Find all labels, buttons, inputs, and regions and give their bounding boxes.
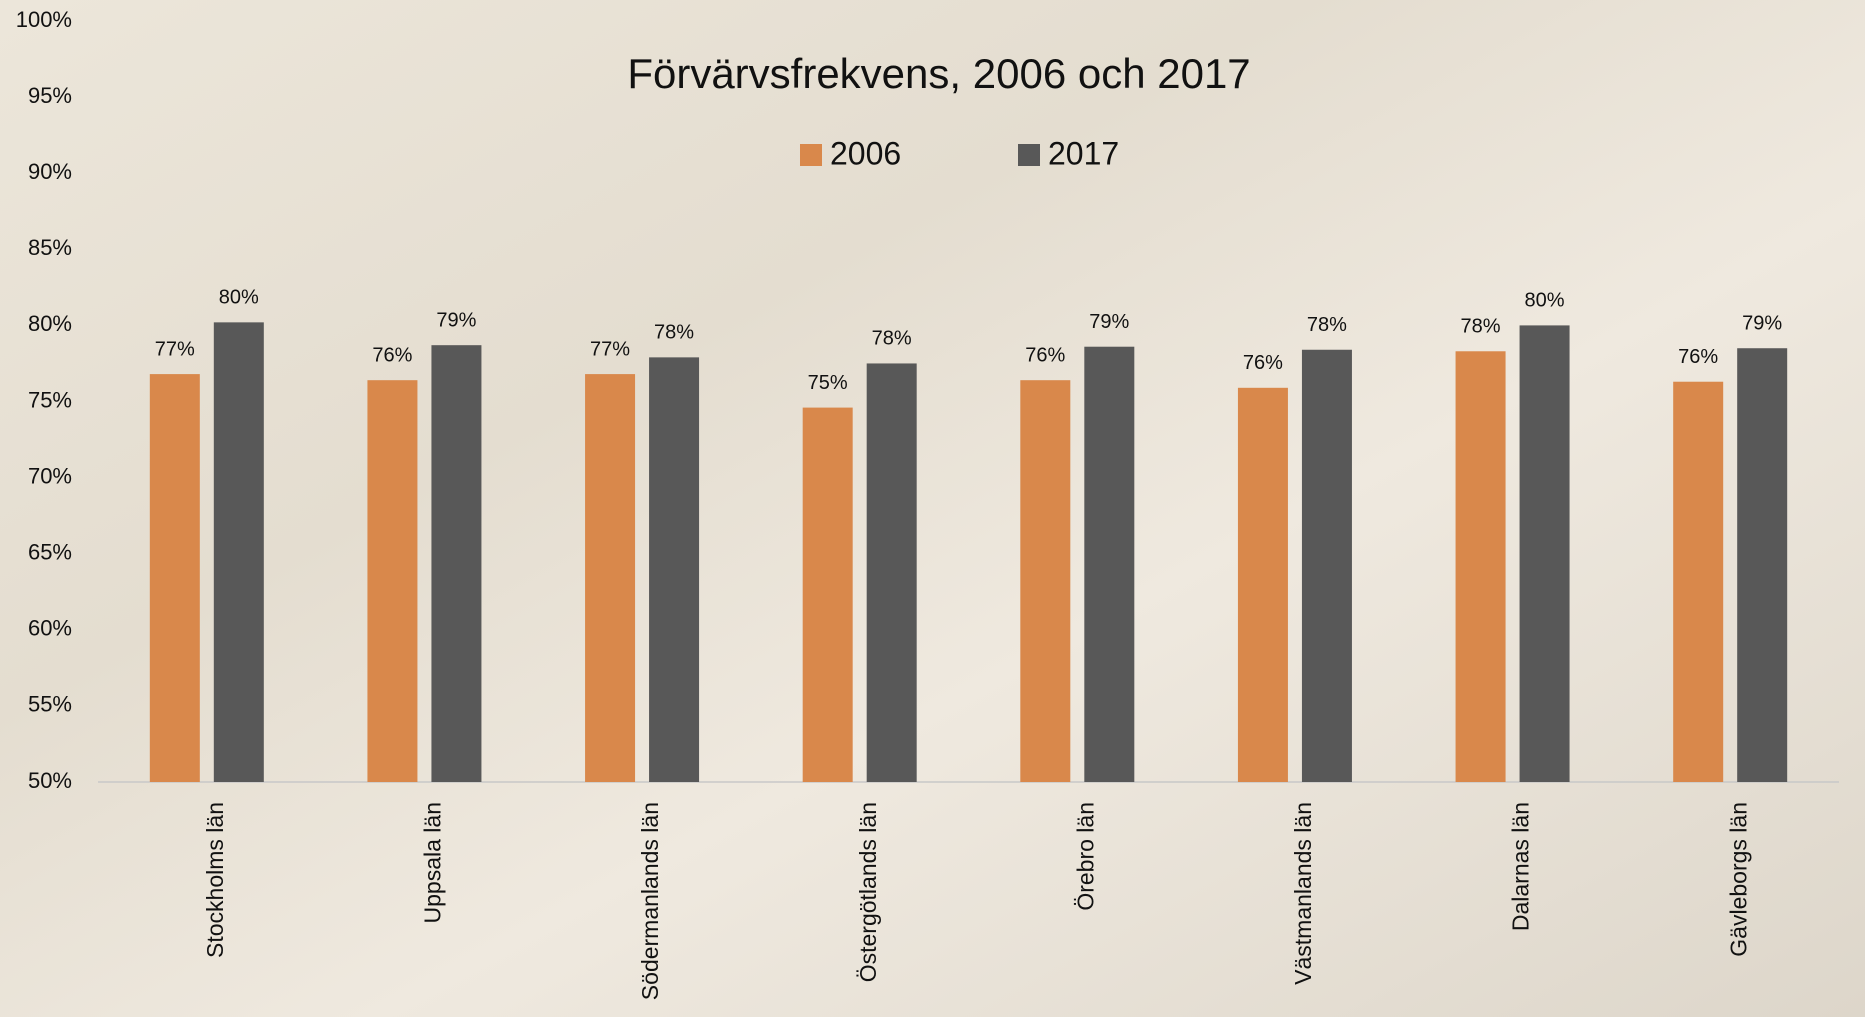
bar [367, 380, 418, 782]
y-tick-label: 80% [28, 311, 72, 336]
x-tick-label: Stockholms län [202, 802, 228, 958]
bar [1301, 349, 1352, 782]
chart-title: Förvärvsfrekvens, 2006 och 2017 [627, 50, 1250, 97]
legend-label: 2017 [1048, 135, 1119, 171]
bar [213, 322, 264, 782]
value-label: 79% [1089, 311, 1129, 333]
x-tick-label: Örebro län [1072, 802, 1098, 911]
bar [1673, 381, 1724, 782]
y-tick-label: 100% [16, 7, 72, 32]
x-tick-label: Gävleborgs län [1725, 802, 1751, 957]
y-tick-label: 65% [28, 540, 72, 565]
bar [1519, 325, 1570, 782]
value-label: 76% [1243, 352, 1283, 374]
x-tick-label: Östergötlands län [855, 802, 881, 982]
bar [149, 374, 200, 782]
value-label: 78% [1307, 314, 1347, 336]
y-tick-label: 75% [28, 387, 72, 412]
value-label: 76% [1025, 344, 1065, 366]
legend-swatch [800, 144, 822, 166]
value-label: 78% [654, 322, 694, 344]
value-label: 77% [590, 338, 630, 360]
y-tick-label: 60% [28, 616, 72, 641]
bar [1084, 346, 1135, 782]
value-label: 80% [1525, 290, 1565, 312]
x-tick-label: Dalarnas län [1508, 802, 1534, 931]
bar [866, 363, 917, 782]
x-tick-label: Uppsala län [420, 802, 446, 923]
y-tick-label: 85% [28, 235, 72, 260]
legend-label: 2006 [830, 135, 901, 171]
bar [802, 407, 853, 782]
bar [1455, 351, 1506, 782]
bar [649, 357, 700, 782]
y-tick-label: 70% [28, 463, 72, 488]
legend-swatch [1018, 144, 1040, 166]
bar [1737, 348, 1788, 782]
y-tick-label: 90% [28, 159, 72, 184]
value-label: 75% [808, 372, 848, 394]
value-label: 76% [1678, 346, 1718, 368]
y-tick-label: 50% [28, 768, 72, 793]
value-label: 78% [1461, 316, 1501, 338]
bar [431, 345, 482, 782]
value-label: 76% [372, 344, 412, 366]
x-tick-label: Södermanlands län [637, 802, 663, 1000]
value-label: 78% [872, 328, 912, 350]
value-label: 77% [155, 338, 195, 360]
value-label: 80% [219, 287, 259, 309]
value-label: 79% [436, 309, 476, 331]
x-tick-label: Västmanlands län [1290, 802, 1316, 985]
value-label: 79% [1742, 313, 1782, 335]
bar [585, 374, 636, 782]
bar [1237, 387, 1288, 782]
y-tick-label: 95% [28, 83, 72, 108]
y-tick-label: 55% [28, 692, 72, 717]
bar [1020, 380, 1071, 782]
